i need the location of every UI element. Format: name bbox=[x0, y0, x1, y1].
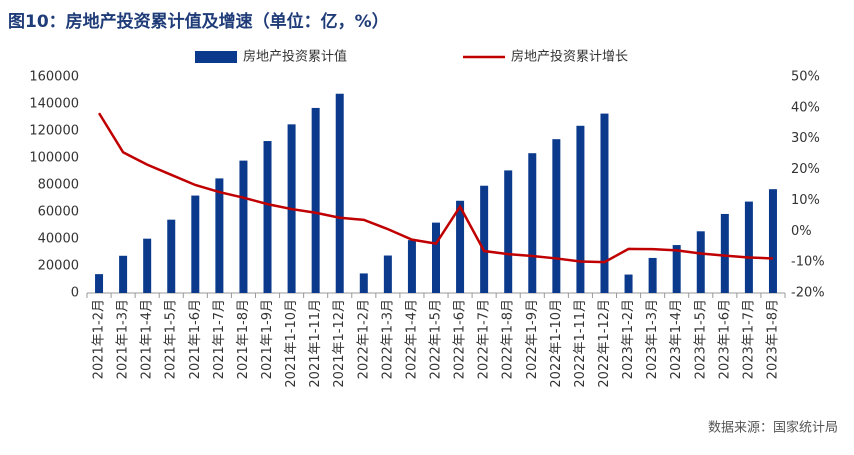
y-tick-label: 40000 bbox=[38, 232, 79, 247]
bar bbox=[480, 185, 489, 293]
y-tick-label: 120000 bbox=[29, 124, 79, 139]
bar bbox=[744, 201, 753, 293]
y-tick-label: 140000 bbox=[29, 97, 79, 112]
bar bbox=[576, 125, 585, 294]
x-tick-label: 2022年1-2月 bbox=[356, 299, 371, 379]
y2-tick-label: 30% bbox=[791, 131, 820, 146]
bar bbox=[624, 274, 633, 293]
y-tick-label: 160000 bbox=[29, 70, 79, 85]
bar bbox=[407, 240, 416, 293]
x-tick-label: 2021年1-9月 bbox=[260, 299, 275, 379]
x-tick-label: 2022年1-8月 bbox=[501, 299, 516, 379]
x-tick-label: 2022年1-3月 bbox=[380, 299, 395, 379]
y2-tick-label: -10% bbox=[791, 255, 825, 270]
bar bbox=[600, 113, 609, 293]
bar bbox=[768, 189, 777, 293]
y2-tick-label: 10% bbox=[791, 193, 820, 208]
bar bbox=[311, 107, 320, 293]
y2-tick-label: 0% bbox=[791, 224, 812, 239]
x-tick-label: 2021年1-8月 bbox=[236, 299, 251, 379]
bar bbox=[672, 245, 681, 293]
bar bbox=[143, 238, 152, 293]
legend-label: 房地产投资累计增长 bbox=[511, 49, 628, 65]
bar bbox=[335, 93, 344, 293]
bar bbox=[167, 219, 176, 293]
chart-title: 图10：房地产投资累计值及增速（单位：亿，%） bbox=[8, 11, 389, 32]
bar bbox=[239, 160, 248, 293]
bar bbox=[263, 141, 272, 293]
source: 数据来源：国家统计局 bbox=[708, 420, 838, 436]
x-tick-label: 2021年1-3月 bbox=[116, 299, 131, 379]
bar bbox=[504, 170, 513, 293]
y2-tick-label: 20% bbox=[791, 162, 820, 177]
y-tick-label: 100000 bbox=[29, 151, 79, 166]
x-tick-label: 2021年1-10月 bbox=[284, 299, 299, 388]
x-tick-label: 2022年1-11月 bbox=[573, 299, 588, 388]
bar bbox=[648, 257, 657, 293]
legend-label: 房地产投资累计值 bbox=[243, 49, 347, 65]
x-tick-label: 2021年1-6月 bbox=[188, 299, 203, 379]
x-tick-label: 2021年1-5月 bbox=[164, 299, 179, 379]
legend-swatch bbox=[195, 51, 237, 63]
x-tick-label: 2021年1-2月 bbox=[92, 299, 107, 379]
x-tick-label: 2023年1-3月 bbox=[645, 299, 660, 379]
bar bbox=[191, 195, 200, 293]
y-tick-label: 0 bbox=[71, 286, 79, 301]
x-tick-label: 2023年1-4月 bbox=[669, 299, 684, 379]
x-tick-label: 2021年1-4月 bbox=[140, 299, 155, 379]
x-tick-label: 2023年1-7月 bbox=[741, 299, 756, 379]
x-tick-label: 2023年1-5月 bbox=[693, 299, 708, 379]
x-tick-label: 2022年1-6月 bbox=[453, 299, 468, 379]
y2-tick-label: 40% bbox=[791, 100, 820, 115]
bar bbox=[720, 213, 729, 293]
y2-tick-label: -20% bbox=[791, 286, 825, 301]
y-tick-label: 20000 bbox=[38, 259, 79, 274]
x-tick-label: 2022年1-10月 bbox=[549, 299, 564, 388]
x-tick-label: 2022年1-12月 bbox=[597, 299, 612, 388]
x-tick-label: 2022年1-9月 bbox=[525, 299, 540, 379]
x-tick-label: 2023年1-6月 bbox=[717, 299, 732, 379]
x-tick-label: 2023年1-8月 bbox=[765, 299, 780, 379]
bar bbox=[383, 255, 392, 293]
bar bbox=[215, 178, 224, 293]
bar bbox=[552, 139, 561, 293]
x-tick-label: 2021年1-11月 bbox=[308, 299, 323, 388]
bar bbox=[95, 274, 104, 293]
x-tick-label: 2023年1-2月 bbox=[621, 299, 636, 379]
x-tick-label: 2022年1-5月 bbox=[429, 299, 444, 379]
y2-tick-label: 50% bbox=[791, 70, 820, 85]
x-tick-label: 2021年1-12月 bbox=[332, 299, 347, 388]
x-tick-label: 2021年1-7月 bbox=[212, 299, 227, 379]
bar bbox=[119, 255, 128, 293]
x-tick-label: 2022年1-7月 bbox=[477, 299, 492, 379]
bar bbox=[696, 231, 705, 293]
x-tick-label: 2022年1-4月 bbox=[404, 299, 419, 379]
bar bbox=[456, 200, 465, 293]
bar bbox=[432, 222, 440, 293]
line-series bbox=[97, 112, 774, 264]
y-tick-label: 80000 bbox=[38, 178, 79, 193]
y-tick-label: 60000 bbox=[38, 205, 79, 220]
bar bbox=[359, 273, 368, 293]
bar bbox=[528, 153, 537, 293]
